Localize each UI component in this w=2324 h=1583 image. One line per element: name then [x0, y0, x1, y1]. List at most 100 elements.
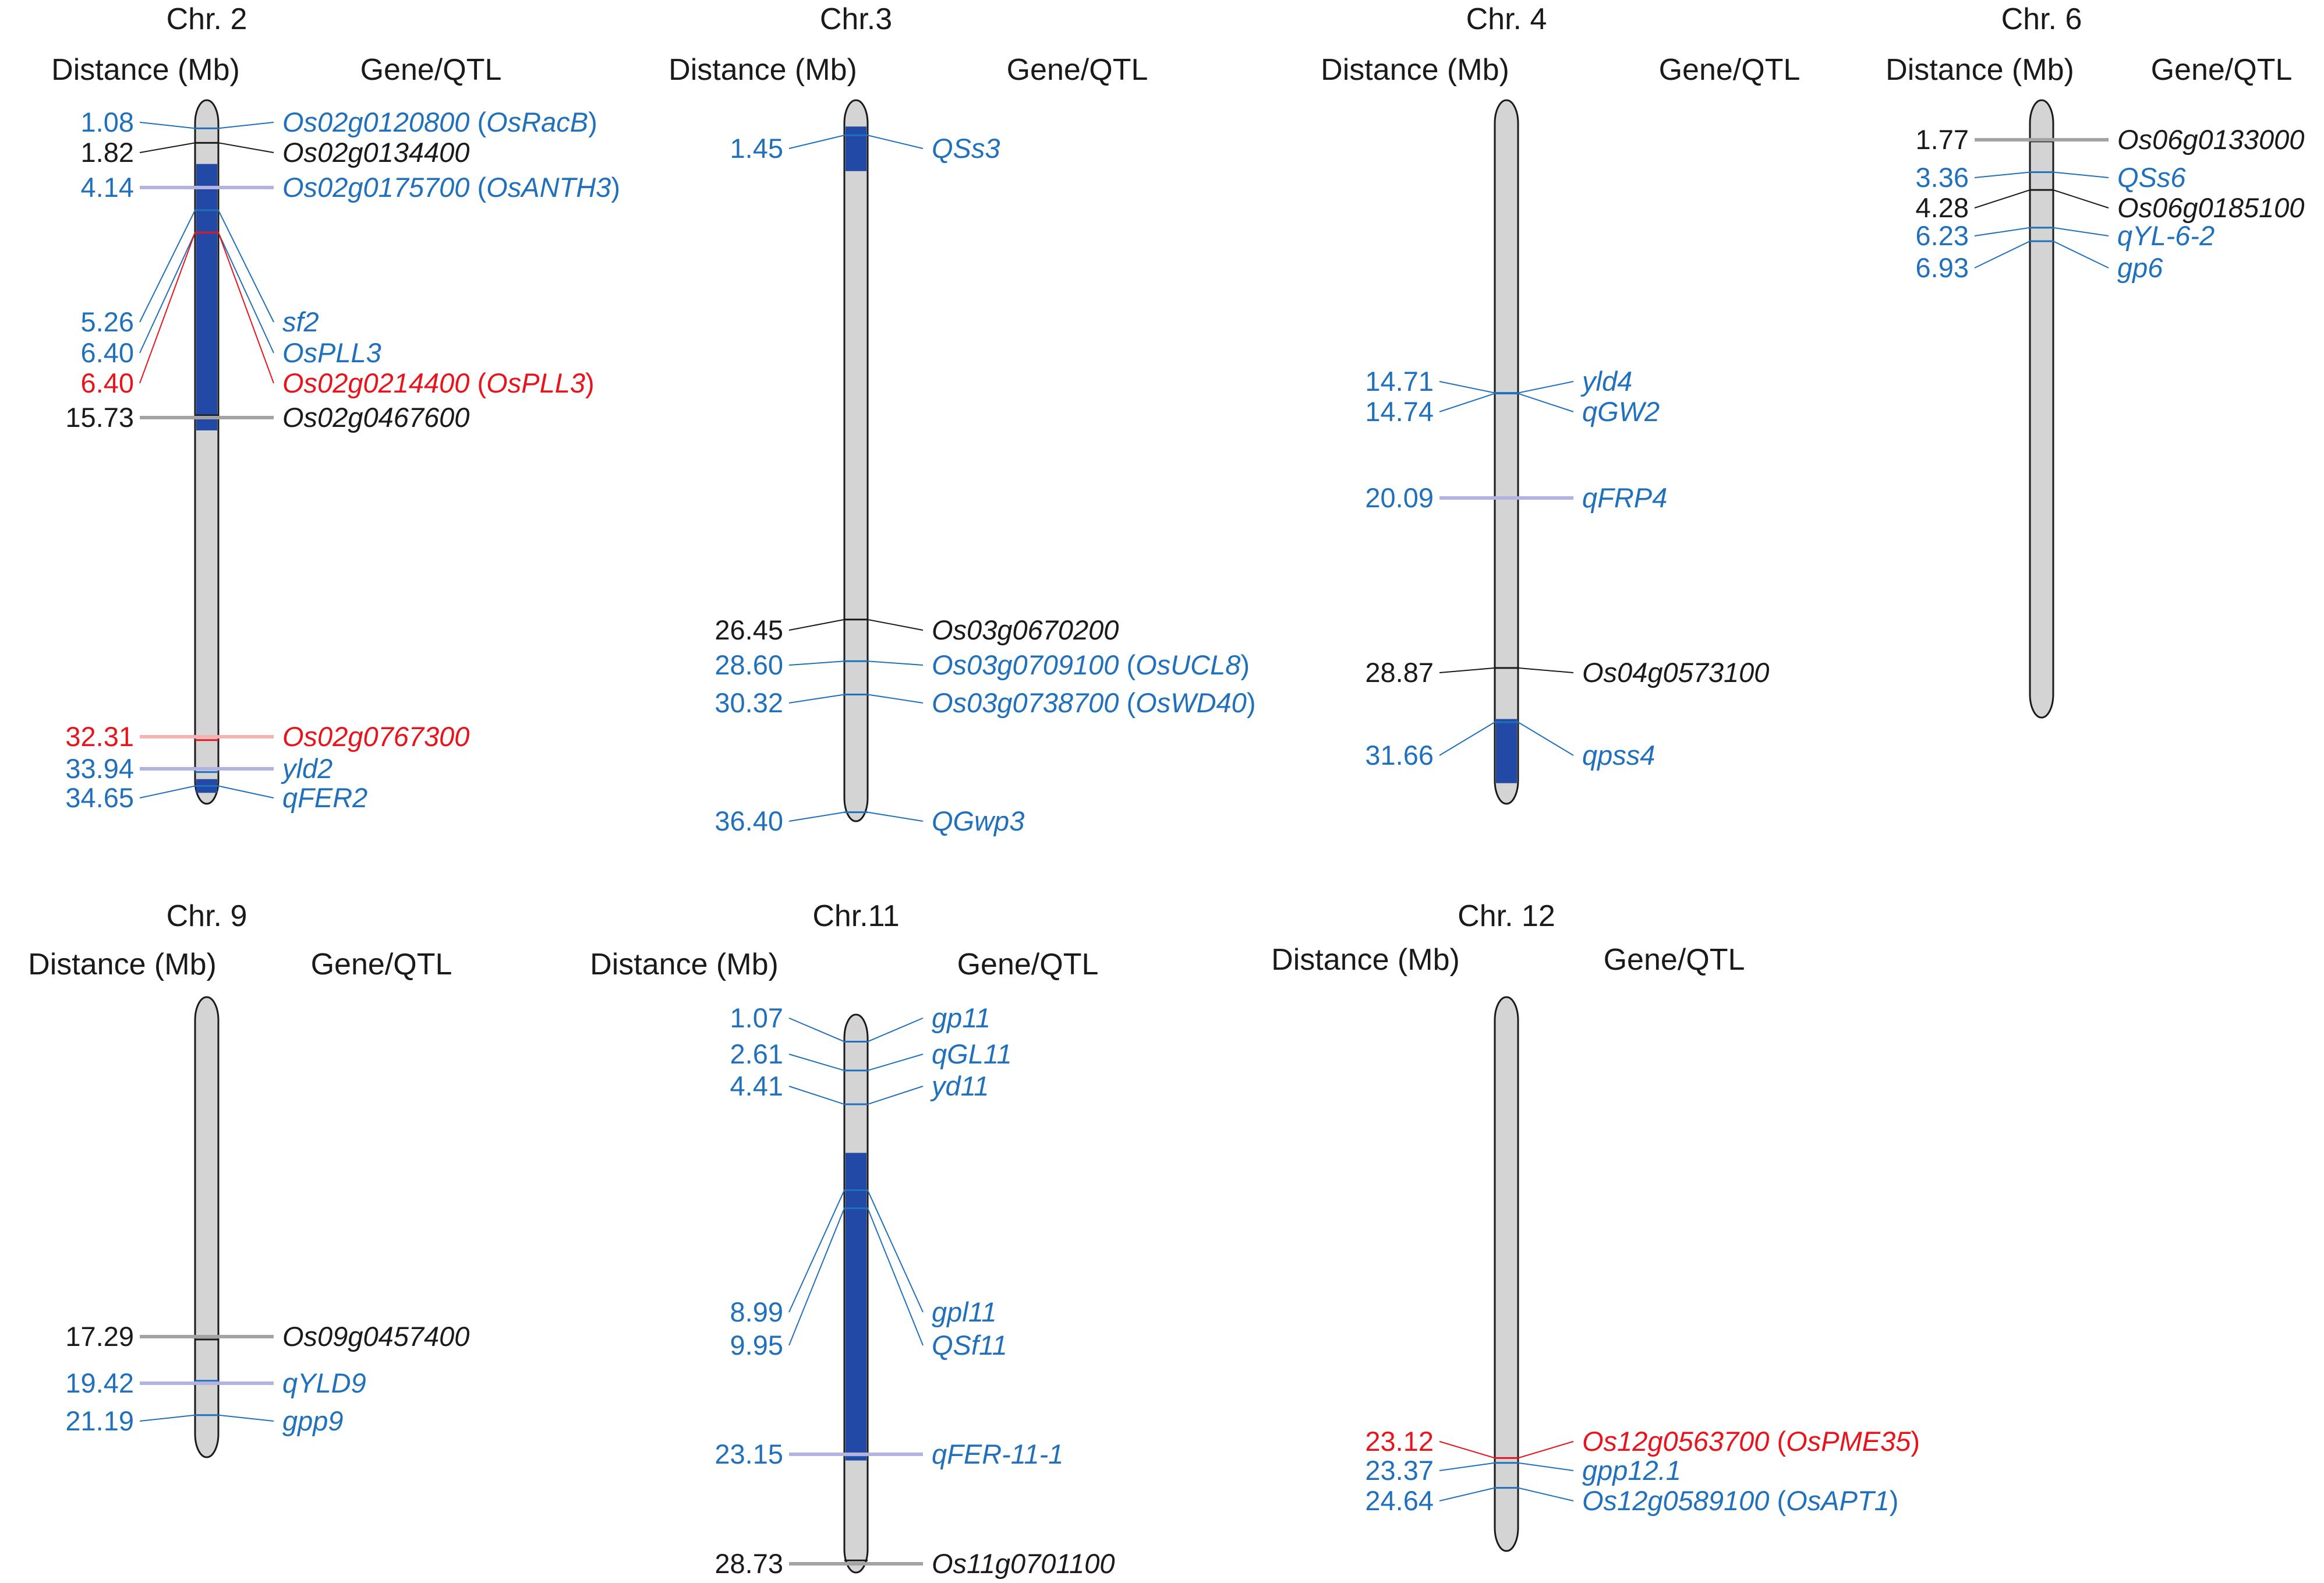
- marker-connector: [788, 619, 924, 631]
- marker-gene: gpp12.1: [1582, 1455, 1681, 1486]
- marker-distance: 1.08: [81, 107, 134, 137]
- marker-gene: qFER2: [282, 782, 367, 813]
- marker-distance: 32.31: [65, 721, 134, 752]
- chromosome-title: Chr. 4: [1466, 2, 1547, 36]
- marker-connector: [1974, 189, 2109, 209]
- marker-connector: [788, 694, 924, 704]
- marker-connector: [1439, 721, 1574, 756]
- marker-gene: qGW2: [1582, 396, 1660, 427]
- distance-header: Distance (Mb): [590, 948, 779, 981]
- chromosome-body: [2029, 99, 2054, 719]
- gene-qtl-header: Gene/QTL: [1007, 53, 1148, 87]
- marker-connector: [139, 785, 274, 798]
- marker: 20.09 qFRP4: [1365, 482, 1667, 513]
- marker-distance: 4.41: [730, 1070, 783, 1101]
- marker-gene: QSs6: [2117, 162, 2186, 193]
- marker-connector: [788, 1207, 924, 1346]
- marker-connector: [788, 811, 924, 822]
- marker-connector: [139, 232, 274, 384]
- marker-distance: 36.40: [714, 805, 783, 836]
- marker-gene: yld2: [281, 753, 332, 784]
- marker-distance: 28.73: [714, 1548, 783, 1579]
- marker-gene: Os04g0573100: [1582, 657, 1769, 688]
- gene-qtl-header: Gene/QTL: [1659, 53, 1801, 87]
- marker-distance: 30.32: [714, 687, 783, 718]
- marker: 14.71 yld4: [1365, 366, 1632, 397]
- marker-distance: 15.73: [65, 402, 134, 433]
- marker: 19.42 qYLD9: [65, 1368, 366, 1398]
- chromosome-panel: Chr. 6 Distance (Mb) Gene/QTL 1.77 Os06g0133…: [1886, 2, 2305, 719]
- marker-gene: sf2: [282, 306, 319, 337]
- marker-distance: 5.26: [81, 306, 134, 337]
- marker-gene: qGL11: [932, 1038, 1012, 1069]
- marker-connector: [1439, 1487, 1574, 1501]
- marker-connector: [788, 1189, 924, 1313]
- gene-qtl-header: Gene/QTL: [360, 53, 502, 87]
- marker: 34.65 qFER2: [65, 782, 367, 813]
- marker-gene: Os03g0670200: [932, 614, 1119, 645]
- marker: 15.73 Os02g0467600: [65, 402, 469, 433]
- marker-gene: Os11g0701100: [932, 1548, 1115, 1579]
- marker: 1.45 QSs3: [730, 133, 1000, 164]
- qtl-region: [846, 126, 866, 171]
- chromosome-title: Chr.3: [820, 2, 892, 36]
- marker-connector: [788, 1017, 924, 1043]
- marker-gene: QSs3: [932, 133, 1000, 164]
- marker: 2.61 qGL11: [730, 1038, 1012, 1072]
- marker-distance: 21.19: [65, 1405, 134, 1436]
- distance-header: Distance (Mb): [1886, 53, 2074, 87]
- marker-gene: Os02g0120800 (OsRacB): [282, 107, 597, 137]
- marker-connector: [1974, 227, 2109, 236]
- marker-distance: 34.65: [65, 782, 134, 813]
- marker: 17.29 Os09g0457400: [65, 1321, 469, 1352]
- marker-distance: 1.07: [730, 1002, 783, 1033]
- qtl-region: [196, 164, 217, 430]
- distance-header: Distance (Mb): [28, 948, 217, 981]
- marker: 1.77 Os06g0133000: [1916, 124, 2305, 155]
- marker: 36.40 QGwp3: [714, 805, 1024, 836]
- marker: 3.36 QSs6: [1916, 162, 2187, 193]
- marker-distance: 28.60: [714, 649, 783, 680]
- marker-gene: yld4: [1580, 366, 1632, 397]
- marker-gene: Os03g0738700 (OsWD40): [932, 687, 1255, 718]
- marker-distance: 6.40: [81, 337, 134, 368]
- marker-gene: Os02g0134400: [282, 137, 469, 168]
- marker: 28.73 Os11g0701100: [714, 1548, 1115, 1579]
- marker-distance: 2.61: [730, 1038, 783, 1069]
- marker: 31.66 qpss4: [1365, 721, 1655, 771]
- marker-connector: [788, 1054, 924, 1072]
- chromosome-title: Chr.11: [812, 899, 899, 933]
- marker-gene: qYL-6-2: [2117, 220, 2215, 251]
- qtl-region: [1496, 719, 1517, 783]
- marker-distance: 6.40: [81, 368, 134, 398]
- marker-distance: 20.09: [1365, 482, 1434, 513]
- marker-connector: [139, 142, 274, 153]
- distance-header: Distance (Mb): [1271, 943, 1460, 977]
- marker: 30.32 Os03g0738700 (OsWD40): [714, 687, 1255, 718]
- marker: 4.14 Os02g0175700 (OsANTH3): [81, 172, 620, 203]
- chromosome-title: Chr. 12: [1458, 899, 1555, 933]
- marker-distance: 23.15: [714, 1439, 783, 1469]
- chromosome-panel: Chr. 12 Distance (Mb) Gene/QTL 23.12 Os12g05…: [1271, 899, 1920, 1552]
- marker-connector: [1439, 1462, 1574, 1471]
- marker: 32.31 Os02g0767300: [65, 721, 469, 752]
- marker-distance: 1.77: [1916, 124, 1969, 155]
- marker-distance: 23.12: [1365, 1426, 1434, 1457]
- chromosome-body: [1494, 99, 1519, 805]
- marker-gene: Os12g0589100 (OsAPT1): [1582, 1485, 1898, 1516]
- gene-qtl-header: Gene/QTL: [311, 948, 452, 981]
- marker-connector: [139, 122, 274, 129]
- marker-gene: gpl11: [932, 1296, 997, 1327]
- marker: 9.95 QSf11: [730, 1207, 1007, 1361]
- distance-header: Distance (Mb): [668, 53, 857, 87]
- marker-distance: 1.45: [730, 133, 783, 164]
- marker: 4.28 Os06g0185100: [1916, 189, 2304, 223]
- chromosome-title: Chr. 9: [167, 899, 247, 933]
- marker-gene: Os03g0709100 (OsUCL8): [932, 649, 1250, 680]
- marker-distance: 6.93: [1916, 252, 1969, 283]
- marker: 4.41 yd11: [730, 1070, 989, 1105]
- marker-connector: [1974, 171, 2109, 178]
- chromosome-title: Chr. 6: [2001, 2, 2082, 36]
- chromosome-panel: Chr. 2 Distance (Mb) Gene/QTL 1.08 Os02g0120…: [51, 2, 620, 813]
